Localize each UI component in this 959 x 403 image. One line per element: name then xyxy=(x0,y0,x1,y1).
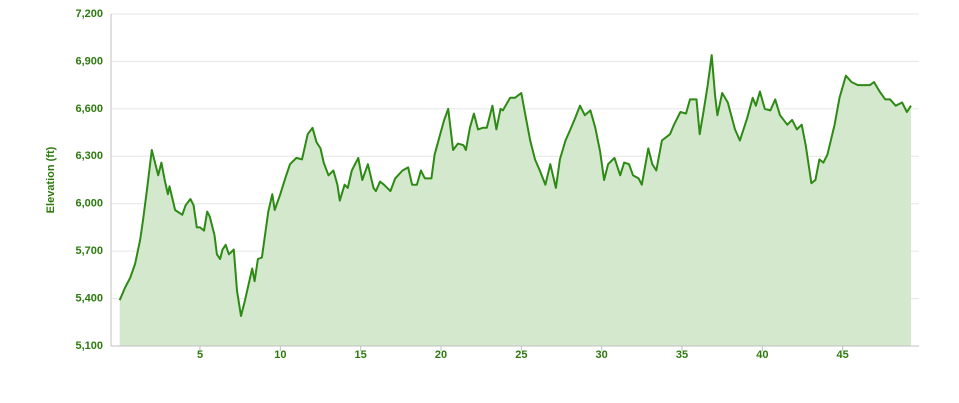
x-tick-label: 45 xyxy=(837,349,849,361)
y-tick-label: 6,600 xyxy=(75,103,103,115)
x-tick-label: 10 xyxy=(274,349,286,361)
y-tick-label: 6,300 xyxy=(75,150,103,162)
x-tick-label: 15 xyxy=(355,349,367,361)
area-fill xyxy=(119,55,911,346)
x-tick-label: 25 xyxy=(515,349,527,361)
y-axis-label: Elevation (ft) xyxy=(45,146,57,213)
x-tick-label: 20 xyxy=(435,349,447,361)
y-tick-label: 6,000 xyxy=(75,198,103,210)
x-tick-label: 5 xyxy=(197,349,203,361)
y-tick-label: 5,100 xyxy=(75,340,103,352)
elevation-line xyxy=(118,54,912,317)
y-tick-label: 7,200 xyxy=(75,8,103,20)
y-tick-label: 5,400 xyxy=(75,292,103,304)
y-tick-label: 6,900 xyxy=(75,55,103,67)
x-tick-label: 40 xyxy=(756,349,768,361)
x-tick-label: 35 xyxy=(676,349,688,361)
x-tick-label: 30 xyxy=(596,349,608,361)
y-tick-label: 5,700 xyxy=(75,245,103,257)
